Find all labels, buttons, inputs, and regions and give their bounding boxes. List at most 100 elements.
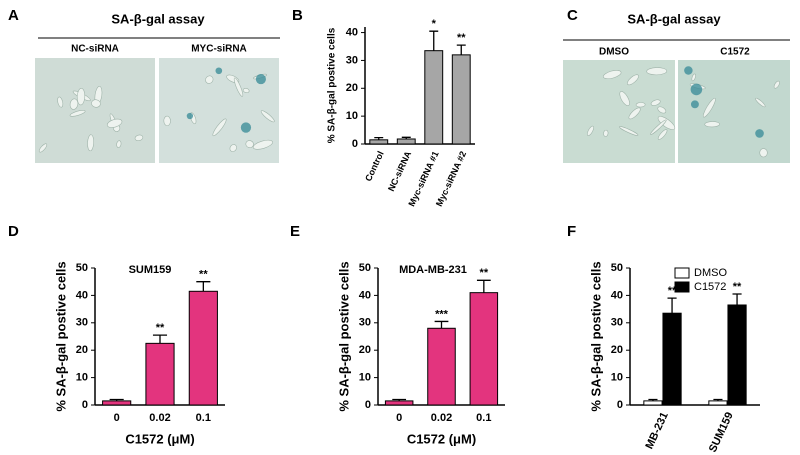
error-bar (374, 136, 384, 140)
y-tick-label: 40 (346, 26, 358, 38)
cell (657, 116, 676, 130)
cell (773, 80, 780, 89)
chart-title: SUM159 (129, 264, 172, 276)
cell (134, 134, 144, 142)
chart: F 0 10 20 30 40 50 % SA-β-gal postive cells DMSO… (567, 223, 760, 454)
error-bar (434, 320, 449, 329)
stained-cell (255, 74, 266, 85)
significance-label: ** (668, 285, 677, 297)
panel-title: SA-β-gal assay (627, 11, 721, 26)
bar (727, 304, 747, 406)
bar (662, 312, 682, 406)
error-bar (401, 136, 411, 139)
y-tick-label: 50 (359, 262, 371, 274)
y-tick-label: 10 (76, 372, 88, 384)
bar (427, 327, 456, 406)
stained-cell (755, 129, 764, 138)
cell (646, 67, 668, 76)
cell (627, 74, 639, 86)
y-tick-label: 20 (76, 344, 88, 356)
y-axis-title: % SA-β-gal postive cells (588, 261, 603, 411)
cell (106, 118, 123, 128)
cell (229, 144, 237, 152)
panel-label: D (8, 223, 19, 240)
bar (469, 292, 499, 406)
x-tick-label: 0 (396, 412, 402, 424)
cell (205, 75, 214, 84)
x-tick-label: MB-231 (643, 410, 670, 451)
cell (252, 139, 273, 150)
legend-label: C1572 (694, 281, 726, 293)
x-axis-title: C1572 (μM) (125, 431, 194, 446)
cell (38, 143, 48, 153)
y-tick-label: 0 (352, 138, 358, 150)
stained-cell (690, 83, 703, 96)
bar (451, 54, 471, 145)
y-tick-label: 20 (359, 344, 371, 356)
error-bar (392, 398, 407, 401)
y-tick-label: 50 (611, 262, 623, 274)
micrograph (678, 60, 790, 163)
bar (102, 400, 132, 406)
y-tick-label: 40 (359, 289, 371, 301)
cell (650, 119, 667, 135)
y-axis-title: % SA-β-gal postive cells (53, 261, 68, 411)
error-bar (109, 398, 124, 401)
bar (424, 50, 444, 145)
y-tick-label: 10 (346, 110, 358, 122)
stained-cell (690, 100, 699, 109)
error-bar (196, 281, 211, 292)
cell (704, 121, 720, 128)
significance-label: ** (480, 267, 489, 279)
cell (163, 115, 171, 127)
legend-swatch (674, 267, 690, 279)
cell (116, 140, 122, 148)
legend-label: DMSO (694, 267, 727, 279)
cell (233, 77, 244, 97)
legend-swatch (674, 281, 690, 293)
cell (691, 73, 696, 82)
error-bar (456, 44, 466, 55)
bar (384, 400, 414, 406)
bar (188, 290, 218, 406)
y-tick-label: 30 (76, 317, 88, 329)
cell (587, 125, 594, 136)
y-tick-label: 20 (346, 82, 358, 94)
cell (242, 88, 250, 93)
error-bar (648, 398, 658, 401)
error-bar (429, 30, 439, 51)
caption: C1572 (720, 47, 750, 58)
stained-cell (215, 67, 223, 75)
significance-label: ** (457, 32, 466, 44)
panel-label: C (567, 7, 578, 24)
caption: DMSO (599, 47, 629, 58)
bar (145, 342, 175, 406)
x-tick-label: 0 (114, 412, 120, 424)
significance-label: *** (435, 308, 449, 320)
error-bar (152, 334, 168, 344)
cell (76, 88, 86, 106)
stained-cell (186, 112, 194, 120)
error-bar (667, 297, 677, 314)
y-tick-label: 30 (359, 317, 371, 329)
cell (635, 102, 646, 108)
cell (702, 97, 716, 118)
cell (755, 97, 766, 108)
cell (212, 118, 227, 137)
micrograph (563, 60, 675, 163)
y-tick-label: 0 (82, 399, 88, 411)
panel-title: SA-β-gal assay (111, 11, 205, 26)
cell (91, 99, 101, 108)
x-tick-label: NC-siRNA (386, 149, 413, 193)
stained-cell (684, 66, 693, 75)
x-tick-label: SUM159 (707, 410, 736, 454)
x-tick-label: Control (363, 150, 386, 183)
cell (260, 110, 275, 123)
y-axis-title: % SA-β-gal postive cells (327, 27, 338, 143)
y-tick-label: 20 (611, 344, 623, 356)
stained-cell (240, 122, 252, 133)
cell (69, 109, 86, 117)
significance-label: ** (199, 269, 208, 281)
micrograph (35, 58, 155, 163)
